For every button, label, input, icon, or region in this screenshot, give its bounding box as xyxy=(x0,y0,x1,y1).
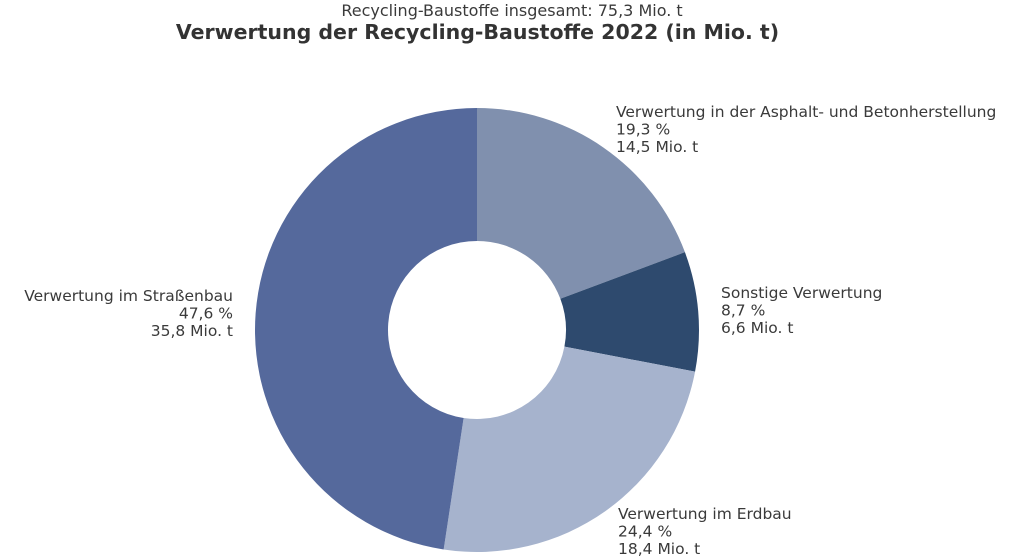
slice-label-value: 6,6 Mio. t xyxy=(721,319,793,337)
slice-label: Verwertung im Erdbau 24,4 % 18,4 Mio. t xyxy=(618,505,792,558)
slice-label-percent: 24,4 % xyxy=(618,523,672,541)
slice-label: Sonstige Verwertung 8,7 % 6,6 Mio. t xyxy=(721,284,882,337)
slice-label-value: 18,4 Mio. t xyxy=(618,540,700,558)
slice-label-name: Verwertung in der Asphalt- und Betonhers… xyxy=(616,103,996,121)
slice-label-value: 35,8 Mio. t xyxy=(151,322,233,340)
slice-label-percent: 8,7 % xyxy=(721,302,765,320)
chart-title: Verwertung der Recycling-Baustoffe 2022 … xyxy=(175,20,780,44)
slice-label-value: 14,5 Mio. t xyxy=(616,138,698,156)
slice-label-percent: 47,6 % xyxy=(179,305,233,323)
chart-subtitle: Recycling-Baustoffe insgesamt: 75,3 Mio.… xyxy=(341,1,683,20)
slice-label: Verwertung im Straßenbau 47,6 % 35,8 Mio. … xyxy=(24,287,233,340)
slice-label-percent: 19,3 % xyxy=(616,121,670,139)
donut-slice xyxy=(254,108,477,550)
donut-slice xyxy=(477,108,685,299)
slice-label-name: Verwertung im Erdbau xyxy=(618,505,792,523)
donut-slice xyxy=(560,252,699,372)
donut-slice xyxy=(443,346,696,552)
slice-label-name: Sonstige Verwertung xyxy=(721,284,882,302)
slice-label: Verwertung in der Asphalt- und Betonhers… xyxy=(616,103,996,156)
slice-label-name: Verwertung im Straßenbau xyxy=(24,287,233,305)
